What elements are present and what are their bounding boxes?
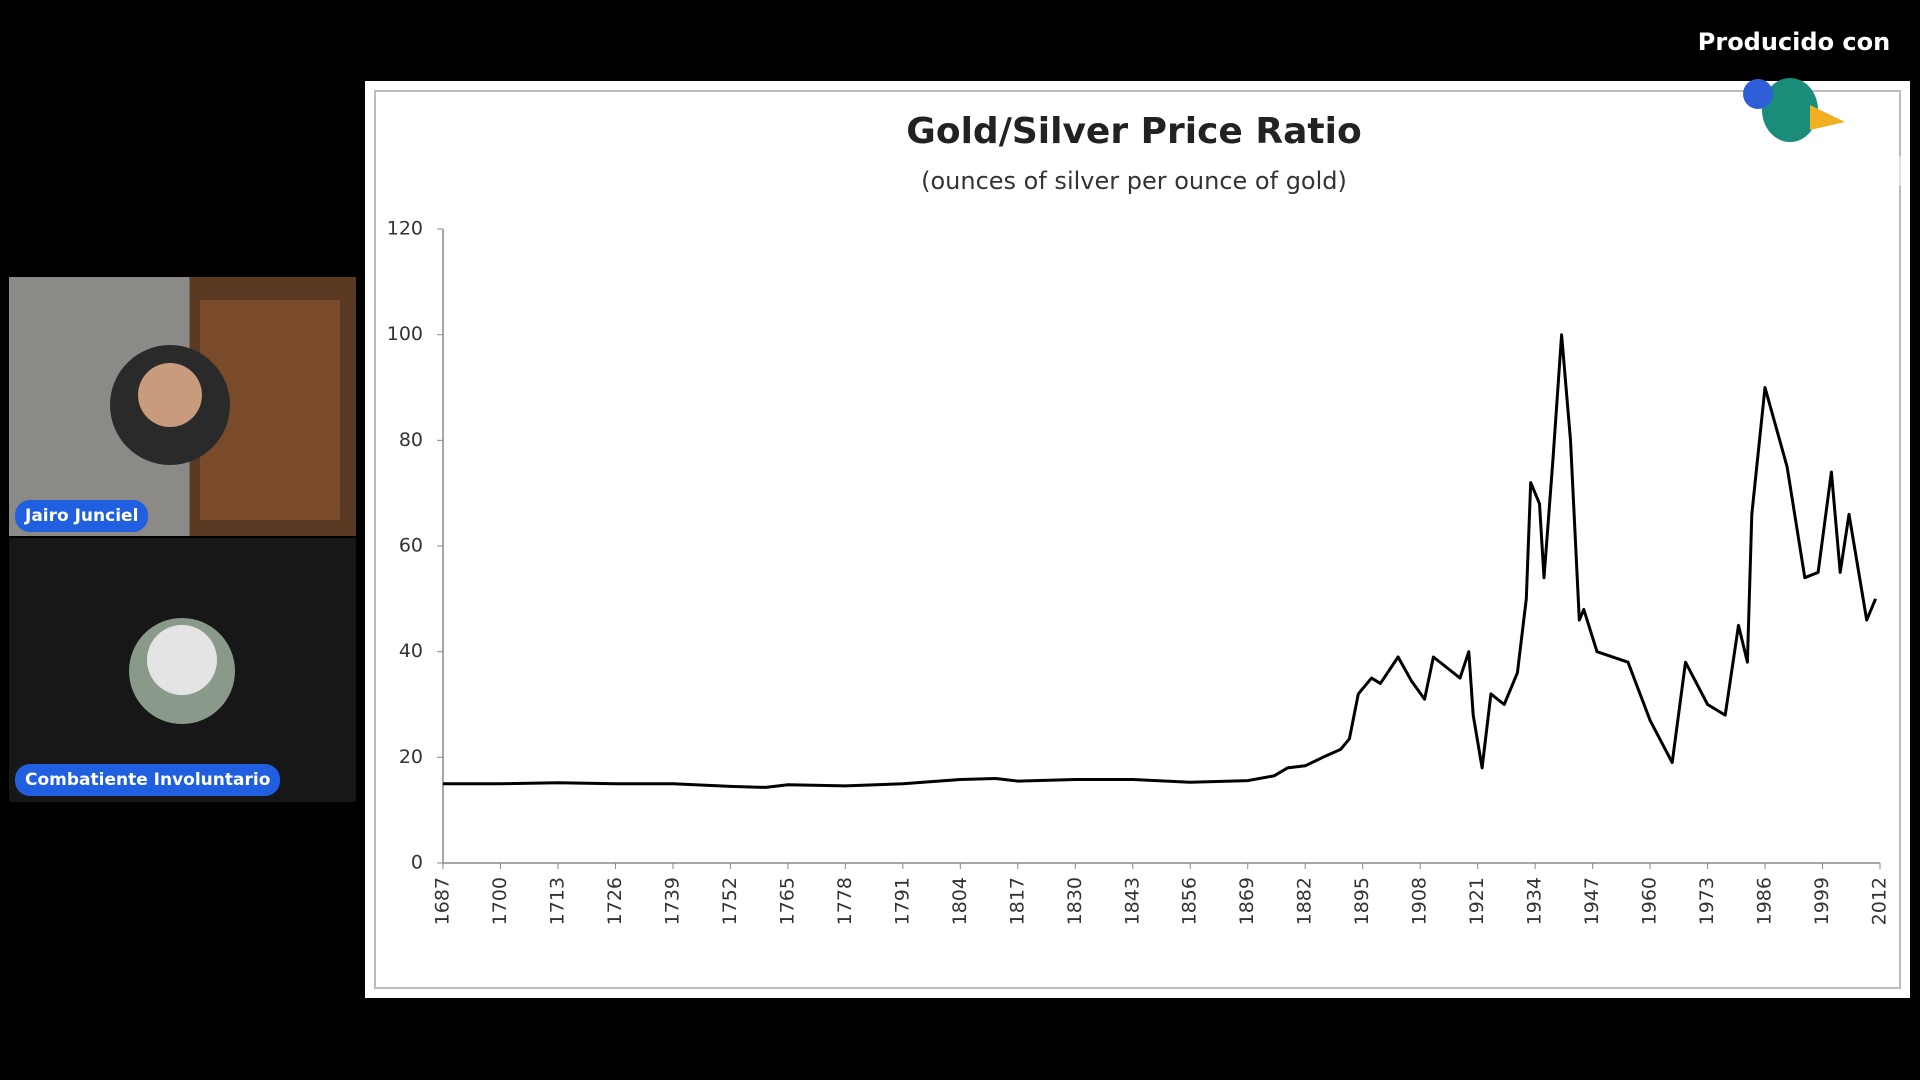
x-tick-label: 1791 — [891, 877, 913, 925]
x-tick-label: 1973 — [1696, 877, 1718, 925]
slide — [365, 81, 1910, 998]
plot: 0 20 40 60 80 100 120 1687 1700 1713 1726 1739 1752 1… — [387, 218, 1891, 926]
x-tick-label: 1934 — [1524, 877, 1546, 925]
x-tick-label: 1687 — [432, 877, 454, 925]
y-tick-label: 80 — [399, 429, 423, 451]
avatar-art — [147, 625, 217, 695]
produced-by: Producido con — [1698, 28, 1890, 56]
x-tick-label: 1739 — [661, 877, 683, 925]
x-tick-label: 2012 — [1869, 877, 1891, 925]
x-tick-label: 1895 — [1351, 877, 1373, 925]
x-tick-label: 1869 — [1236, 877, 1258, 925]
x-tick-label: 1947 — [1581, 877, 1603, 925]
x-tick-label: 1700 — [489, 877, 511, 925]
x-tick-label: 1752 — [719, 877, 741, 925]
y-tick-label: 0 — [411, 852, 423, 874]
logo-badge — [1743, 79, 1773, 109]
participant-name: Jairo Junciel — [15, 500, 149, 532]
x-tick-label: 1986 — [1754, 877, 1776, 925]
y-tick-label: 20 — [399, 746, 423, 768]
logo-beak — [1810, 105, 1845, 130]
x-tick-label: 1999 — [1811, 877, 1833, 925]
y-tick-label: 60 — [399, 535, 423, 557]
x-tick-label: 1804 — [949, 877, 971, 925]
chart-title: Gold/Silver Price Ratio — [906, 111, 1361, 152]
participant-name: Combatiente Involuntario — [15, 764, 281, 796]
face — [138, 363, 202, 427]
x-tick-label: 1778 — [834, 877, 856, 925]
ratio-line — [443, 333, 1877, 789]
slide-border — [374, 90, 1901, 989]
x-tick-label: 1817 — [1006, 877, 1028, 925]
y-tick-label: 100 — [387, 323, 423, 345]
x-tick-label: 1765 — [776, 877, 798, 925]
x-tick-label: 1921 — [1466, 877, 1488, 925]
x-tick-label: 1908 — [1409, 877, 1431, 925]
x-tick-label: 1843 — [1121, 877, 1143, 925]
y-tick-label: 120 — [387, 218, 423, 240]
x-tick-label: 1960 — [1639, 877, 1661, 925]
logo-text: StreamYard — [1687, 151, 1905, 195]
chart-subtitle: (ounces of silver per ounce of gold) — [921, 167, 1347, 195]
x-tick-label: 1726 — [604, 877, 626, 925]
x-tick-label: 1882 — [1294, 877, 1316, 925]
x-tick-label: 1830 — [1064, 877, 1086, 925]
y-tick-label: 40 — [399, 640, 423, 662]
x-tick-label: 1856 — [1179, 877, 1201, 925]
x-tick-label: 1713 — [546, 877, 568, 925]
logo-duck — [1762, 78, 1818, 142]
